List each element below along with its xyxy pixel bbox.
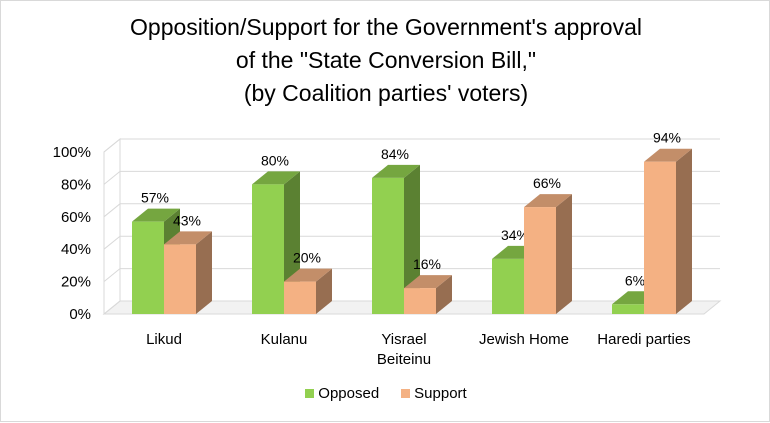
- legend-item-opposed: Opposed: [305, 385, 379, 402]
- bar-side-support: [196, 231, 212, 314]
- x-category-label: Jewish Home: [479, 331, 569, 348]
- bar-support: [284, 281, 316, 314]
- chart-side-wall: [103, 137, 121, 316]
- bar-top-opposed: [252, 171, 300, 185]
- bar-opposed: [492, 258, 524, 314]
- bar-side-support: [316, 268, 332, 314]
- legend-label-opposed: Opposed: [318, 385, 380, 402]
- x-category-label-line: Haredi parties: [597, 331, 690, 348]
- gridline: [103, 235, 720, 250]
- bar-opposed: [372, 177, 404, 314]
- gridline: [103, 203, 720, 218]
- y-tick-label: 0%: [69, 306, 91, 323]
- bar-top-support: [644, 148, 692, 162]
- chart-title-line-3: (by Coalition parties' voters): [243, 80, 529, 106]
- bar-top-support: [524, 194, 572, 208]
- data-label: 94%: [653, 130, 681, 146]
- x-category-label-line: Jewish Home: [479, 331, 569, 348]
- bar-top-support: [284, 268, 332, 282]
- bar-opposed: [612, 304, 644, 314]
- x-category-label: Kulanu: [261, 331, 308, 348]
- x-category-label: Haredi parties: [597, 331, 690, 348]
- legend-swatch-support: [401, 389, 411, 398]
- bar-top-support: [404, 275, 452, 289]
- x-category-label-line: Yisrael: [381, 331, 426, 348]
- y-tick-label: 100%: [53, 144, 91, 161]
- chart-title: Opposition/Support for the Government's …: [1, 11, 770, 110]
- data-label: 16%: [413, 256, 441, 272]
- bar-top-support: [164, 231, 212, 245]
- x-category-label-line: Beiteinu: [377, 351, 431, 368]
- bar-side-support: [676, 148, 692, 314]
- legend-item-support: Support: [401, 385, 467, 402]
- bar-support: [404, 288, 436, 314]
- legend-swatch-opposed: [305, 389, 315, 398]
- bar-side-support: [556, 194, 572, 314]
- x-category-label: Yisrael Beiteinu: [377, 331, 431, 368]
- data-label: 20%: [293, 250, 321, 266]
- gridline: [103, 170, 720, 185]
- bar-side-support: [436, 275, 452, 314]
- y-tick-label: 80%: [61, 176, 91, 193]
- data-label: 6%: [625, 272, 645, 288]
- chart-title-line-2: of the "State Conversion Bill,": [235, 47, 537, 73]
- bar-support: [164, 244, 196, 314]
- data-label: 80%: [261, 152, 289, 168]
- data-label: 84%: [381, 146, 409, 162]
- bar-support: [644, 161, 676, 314]
- data-label: 66%: [533, 175, 561, 191]
- bar-side-opposed: [404, 164, 420, 314]
- chart-title-line-1: Opposition/Support for the Government's …: [130, 14, 642, 40]
- bar-top-opposed: [132, 208, 180, 222]
- bar-opposed: [252, 184, 284, 314]
- x-category-label: Likud: [146, 331, 182, 348]
- bar-support: [524, 207, 556, 314]
- legend-label-support: Support: [414, 385, 467, 402]
- data-label: 57%: [141, 190, 169, 206]
- y-tick-label: 60%: [61, 209, 91, 226]
- x-category-label-line: Likud: [146, 331, 182, 348]
- chart-legend: Opposed Support: [1, 385, 770, 402]
- data-label: 43%: [173, 212, 201, 228]
- bar-top-opposed: [372, 164, 420, 178]
- gridline: [103, 138, 720, 153]
- bar-opposed: [132, 221, 164, 314]
- x-category-label-line: Kulanu: [261, 331, 308, 348]
- y-tick-label: 40%: [61, 241, 91, 258]
- data-label: 34%: [501, 227, 529, 243]
- y-tick-label: 20%: [61, 274, 91, 291]
